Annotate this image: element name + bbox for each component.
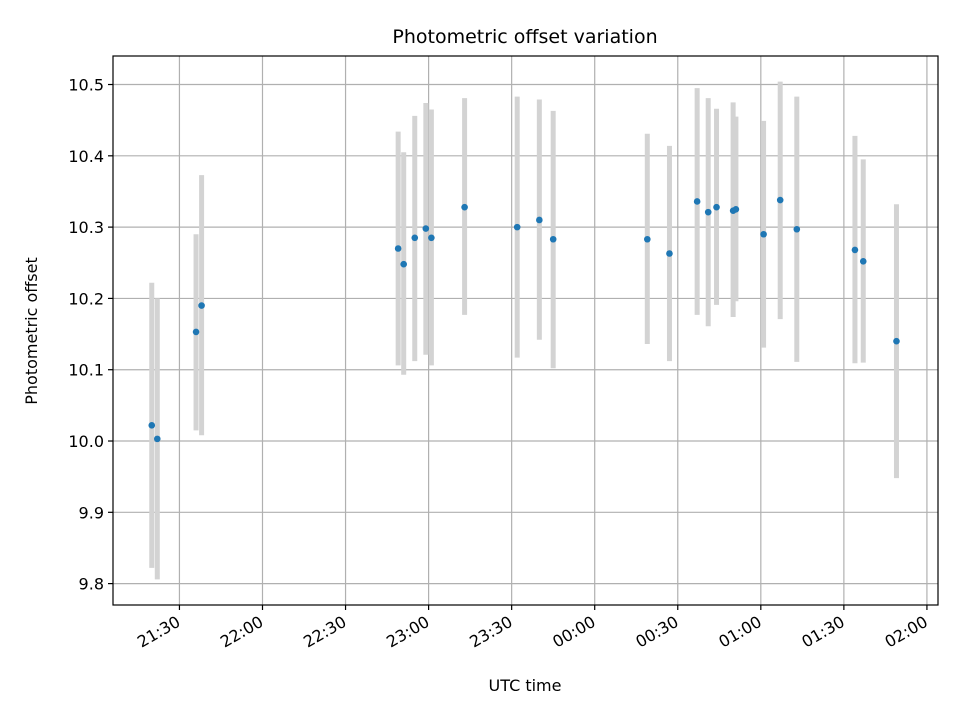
data-point (461, 203, 468, 211)
x-tick-label: 01:00 (715, 612, 764, 652)
data-point (893, 337, 900, 345)
x-tick-label: 00:00 (549, 612, 598, 652)
y-tick-label: 10.3 (68, 218, 104, 237)
data-point (713, 203, 720, 211)
x-axis-label: UTC time (489, 676, 562, 695)
x-tick-label: 22:30 (300, 612, 349, 652)
data-point (732, 205, 740, 213)
x-tick-label: 22:00 (217, 612, 266, 652)
data-point (198, 302, 205, 309)
data-point (400, 260, 407, 268)
chart-title: Photometric offset variation (392, 26, 657, 48)
data-point (776, 196, 784, 204)
data-point (192, 328, 200, 336)
data-point (153, 435, 161, 443)
data-point (793, 225, 801, 233)
data-point (422, 225, 430, 232)
data-point (536, 216, 543, 224)
x-tick-label: 23:00 (383, 612, 432, 652)
x-tick-label: 02:00 (881, 612, 930, 652)
x-tick-label: 00:30 (632, 612, 681, 652)
data-point (644, 235, 651, 243)
x-tick-label: 21:30 (134, 612, 183, 652)
y-tick-label: 10.1 (68, 361, 104, 380)
data-point (859, 258, 867, 265)
y-tick-label: 10.0 (68, 432, 104, 451)
y-tick-label: 9.8 (79, 575, 104, 594)
grid (113, 56, 938, 605)
data-point (760, 230, 767, 238)
data-point (513, 223, 521, 231)
data-point (148, 422, 156, 429)
x-tick-label: 23:30 (466, 612, 515, 652)
data-point (704, 208, 712, 216)
data-point (693, 198, 701, 205)
plot-frame (112, 55, 939, 606)
y-axis-label: Photometric offset (22, 257, 41, 405)
y-tick-label: 10.5 (68, 76, 104, 95)
data-point (549, 235, 557, 243)
data-point (411, 234, 419, 242)
y-tick-label: 10.2 (68, 289, 104, 308)
x-tick-label: 01:30 (798, 612, 847, 652)
y-axis-ticks: 9.8 9.9 10.0 10.1 10.2 10.3 10.4 10.5 (68, 76, 113, 594)
data-point (394, 245, 402, 252)
data-points (148, 196, 900, 443)
data-point (666, 250, 673, 257)
y-tick-label: 10.4 (68, 147, 104, 166)
data-point (851, 246, 859, 254)
y-tick-label: 9.9 (79, 503, 104, 522)
x-axis-ticks: 21:30 22:00 22:30 23:00 23:30 00:00 00:30 01:00… (134, 605, 931, 652)
data-point (428, 234, 435, 242)
